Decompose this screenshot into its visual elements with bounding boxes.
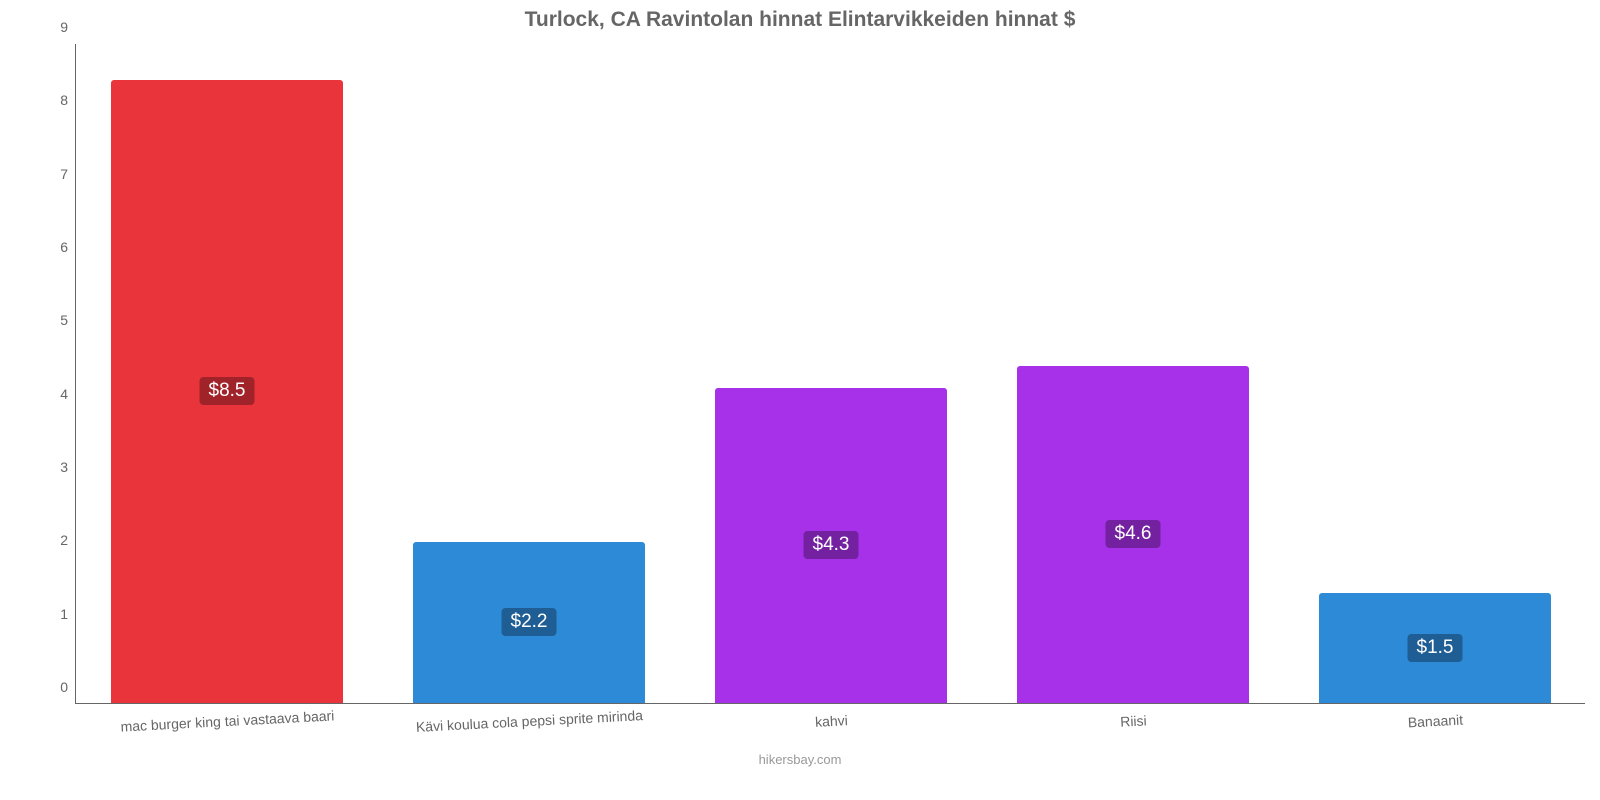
y-axis-tick: 5 [60,312,68,328]
attribution-text: hikersbay.com [0,752,1600,767]
x-axis-label: kahvi [815,712,848,730]
x-axis-label: Kävi koulua cola pepsi sprite mirinda [416,707,644,735]
y-axis-tick: 2 [60,532,68,548]
bar-slot: $1.5Banaanit [1284,44,1586,703]
y-axis-tick: 1 [60,606,68,622]
bar-slot: $8.5mac burger king tai vastaava baari [76,44,378,703]
y-axis-tick: 6 [60,239,68,255]
y-axis-tick: 0 [60,679,68,695]
plot-area: $8.5mac burger king tai vastaava baari$2… [75,44,1585,704]
y-axis-tick: 7 [60,166,68,182]
bars-layer: $8.5mac burger king tai vastaava baari$2… [76,44,1585,703]
y-axis-tick: 9 [60,19,68,35]
bar-value-label: $8.5 [200,377,255,405]
y-axis-tick: 8 [60,92,68,108]
bar-value-label: $1.5 [1408,634,1463,662]
bar-value-label: $4.3 [804,531,859,559]
bar-value-label: $4.6 [1106,520,1161,548]
x-axis-label: mac burger king tai vastaava baari [120,707,335,734]
bar-value-label: $2.2 [502,608,557,636]
y-axis-tick: 4 [60,386,68,402]
bar-slot: $4.6Riisi [982,44,1284,703]
x-axis-label: Banaanit [1407,712,1463,731]
x-axis-label: Riisi [1120,712,1147,729]
price-bar-chart: Turlock, CA Ravintolan hinnat Elintarvik… [0,0,1600,800]
bar-slot: $2.2Kävi koulua cola pepsi sprite mirind… [378,44,680,703]
y-axis-tick: 3 [60,459,68,475]
bar-slot: $4.3kahvi [680,44,982,703]
chart-title: Turlock, CA Ravintolan hinnat Elintarvik… [0,8,1600,32]
